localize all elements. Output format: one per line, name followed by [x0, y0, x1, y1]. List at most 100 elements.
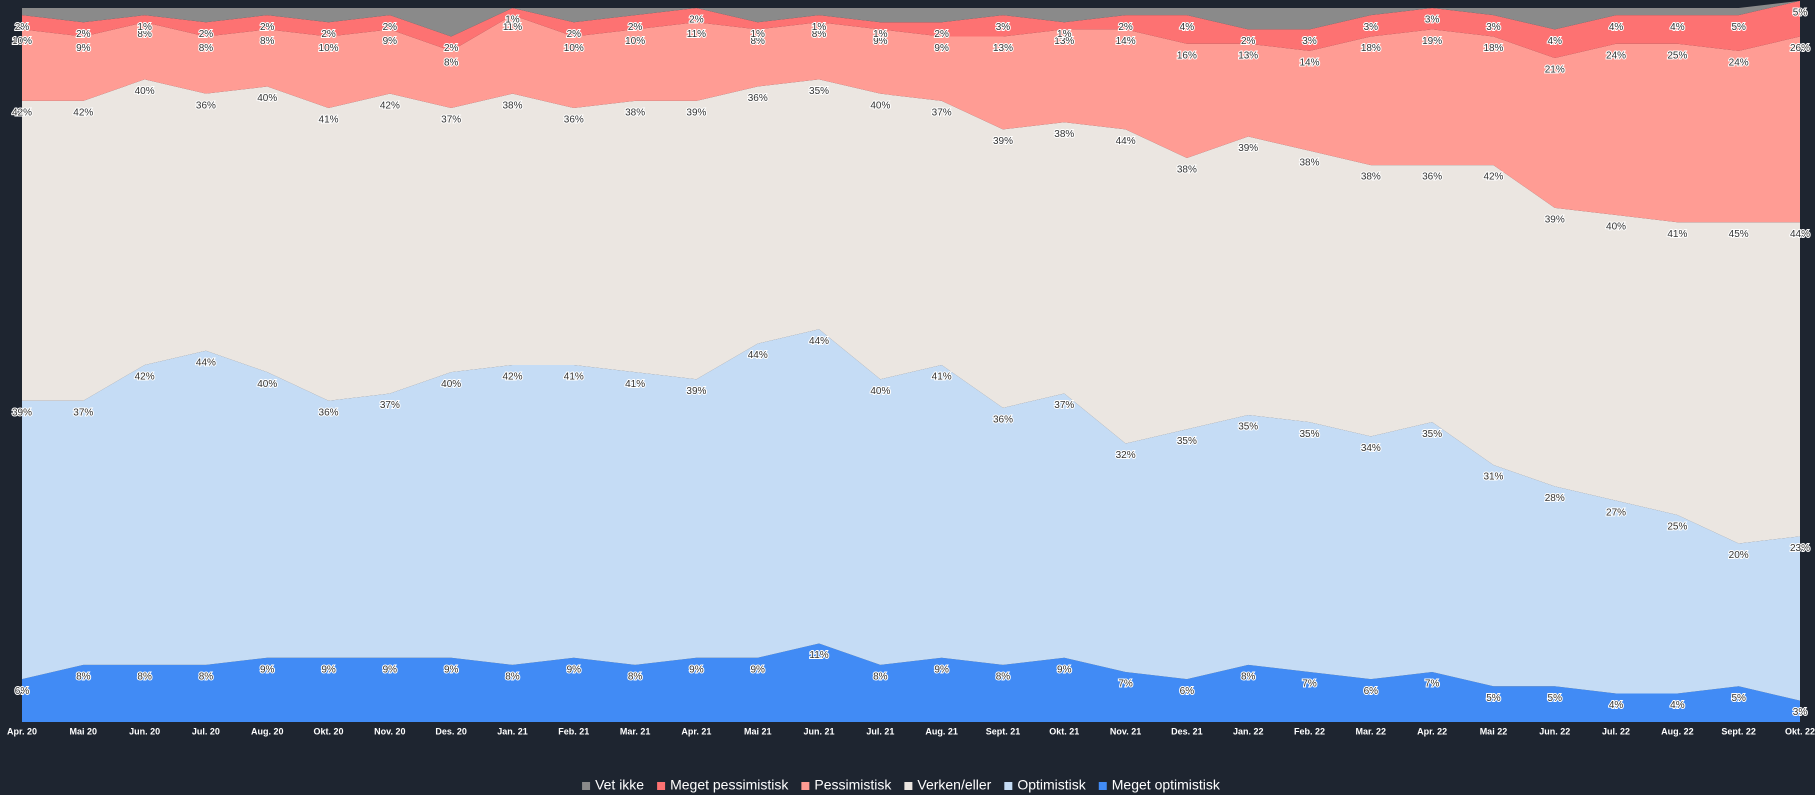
data-label: 35%: [1238, 422, 1258, 433]
data-label: 42%: [12, 107, 32, 118]
data-label: 2%: [15, 22, 30, 33]
data-label: 3%: [1486, 22, 1501, 33]
x-tick-label: Aug. 21: [925, 726, 958, 736]
data-label: 11%: [687, 29, 706, 40]
data-label: 8%: [750, 36, 765, 47]
data-label: 8%: [505, 672, 520, 683]
data-label: 8%: [199, 43, 214, 54]
data-label: 9%: [934, 43, 949, 54]
data-label: 41%: [625, 379, 645, 390]
legend-label: Meget pessimistisk: [670, 777, 789, 793]
data-label: 2%: [934, 29, 949, 40]
data-label: 38%: [1054, 129, 1074, 140]
data-label: 2%: [444, 43, 459, 54]
data-label: 4%: [1180, 22, 1195, 33]
legend-label: Verken/eller: [917, 777, 991, 793]
data-label: 40%: [1606, 222, 1626, 233]
data-label: 35%: [1177, 436, 1197, 447]
data-label: 40%: [257, 379, 277, 390]
data-label: 38%: [1177, 165, 1197, 176]
data-label: 36%: [993, 414, 1013, 425]
x-tick-label: Mar. 22: [1356, 726, 1387, 736]
x-tick-label: Okt. 22: [1785, 726, 1815, 736]
data-label: 39%: [1238, 143, 1258, 154]
data-label: 37%: [380, 400, 400, 411]
data-label: 39%: [12, 407, 32, 418]
area: [22, 643, 1800, 722]
data-label: 5%: [1731, 693, 1746, 704]
data-label: 8%: [260, 36, 275, 47]
data-label: 3%: [1425, 15, 1440, 26]
data-label: 41%: [564, 372, 584, 383]
data-label: 9%: [383, 664, 398, 675]
data-label: 2%: [1118, 22, 1133, 33]
data-label: 2%: [321, 29, 336, 40]
data-label: 35%: [1422, 429, 1442, 440]
x-tick-label: Feb. 21: [558, 726, 589, 736]
data-label: 8%: [628, 672, 643, 683]
legend-swatch: [1004, 782, 1013, 790]
data-label: 8%: [199, 672, 214, 683]
data-label: 14%: [1116, 36, 1136, 47]
x-tick-label: Mar. 21: [620, 726, 651, 736]
data-label: 1%: [1057, 29, 1072, 40]
data-label: 21%: [1545, 65, 1565, 76]
x-tick-label: Jun. 22: [1539, 726, 1570, 736]
data-label: 13%: [1054, 36, 1074, 47]
data-label: 8%: [137, 29, 152, 40]
x-tick-label: Sept. 22: [1721, 726, 1756, 736]
data-label: 42%: [73, 107, 93, 118]
data-label: 38%: [1300, 157, 1320, 168]
x-tick-label: Okt. 20: [314, 726, 344, 736]
area: [22, 79, 1800, 544]
data-label: 9%: [873, 36, 888, 47]
x-tick-label: Feb. 22: [1294, 726, 1325, 736]
data-label: 10%: [12, 36, 32, 47]
data-label: 44%: [1790, 229, 1810, 240]
data-label: 9%: [689, 664, 704, 675]
legend-label: Pessimistisk: [814, 777, 892, 793]
x-tick-label: Des. 20: [435, 726, 467, 736]
data-label: 13%: [1238, 50, 1258, 61]
data-label: 14%: [1300, 57, 1320, 68]
data-label: 2%: [76, 29, 91, 40]
legend-label: Vet ikke: [595, 777, 644, 793]
data-label: 3%: [1364, 22, 1379, 33]
data-label: 34%: [1361, 443, 1381, 454]
data-label: 40%: [441, 379, 461, 390]
data-label: 32%: [1116, 450, 1136, 461]
x-tick-label: Mai 22: [1480, 726, 1508, 736]
data-label: 36%: [1422, 172, 1442, 183]
data-label: 40%: [870, 386, 890, 397]
data-label: 9%: [444, 664, 459, 675]
data-label: 6%: [15, 686, 30, 697]
x-tick-label: Aug. 20: [251, 726, 284, 736]
data-label: 8%: [812, 29, 827, 40]
data-label: 4%: [1609, 22, 1624, 33]
data-label: 2%: [567, 29, 582, 40]
data-label: 11%: [809, 650, 828, 661]
data-label: 44%: [196, 357, 216, 368]
data-label: 2%: [689, 15, 704, 26]
data-label: 4%: [1548, 36, 1563, 47]
legend-swatch: [904, 782, 913, 790]
data-label: 41%: [932, 372, 952, 383]
data-label: 7%: [1118, 679, 1133, 690]
data-label: 5%: [1793, 8, 1808, 19]
data-label: 10%: [319, 43, 339, 54]
area: [22, 0, 1800, 37]
data-label: 44%: [809, 336, 829, 347]
data-label: 39%: [686, 386, 706, 397]
data-label: 36%: [564, 115, 584, 126]
data-label: 35%: [1300, 429, 1320, 440]
data-label: 24%: [1606, 50, 1626, 61]
legend-swatch: [582, 782, 591, 790]
data-label: 5%: [1486, 693, 1501, 704]
legend-swatch: [657, 782, 666, 790]
data-label: 24%: [1729, 57, 1749, 68]
data-label: 7%: [1302, 679, 1317, 690]
x-tick-label: Sept. 21: [986, 726, 1021, 736]
data-label: 2%: [383, 22, 398, 33]
data-label: 6%: [1180, 686, 1195, 697]
